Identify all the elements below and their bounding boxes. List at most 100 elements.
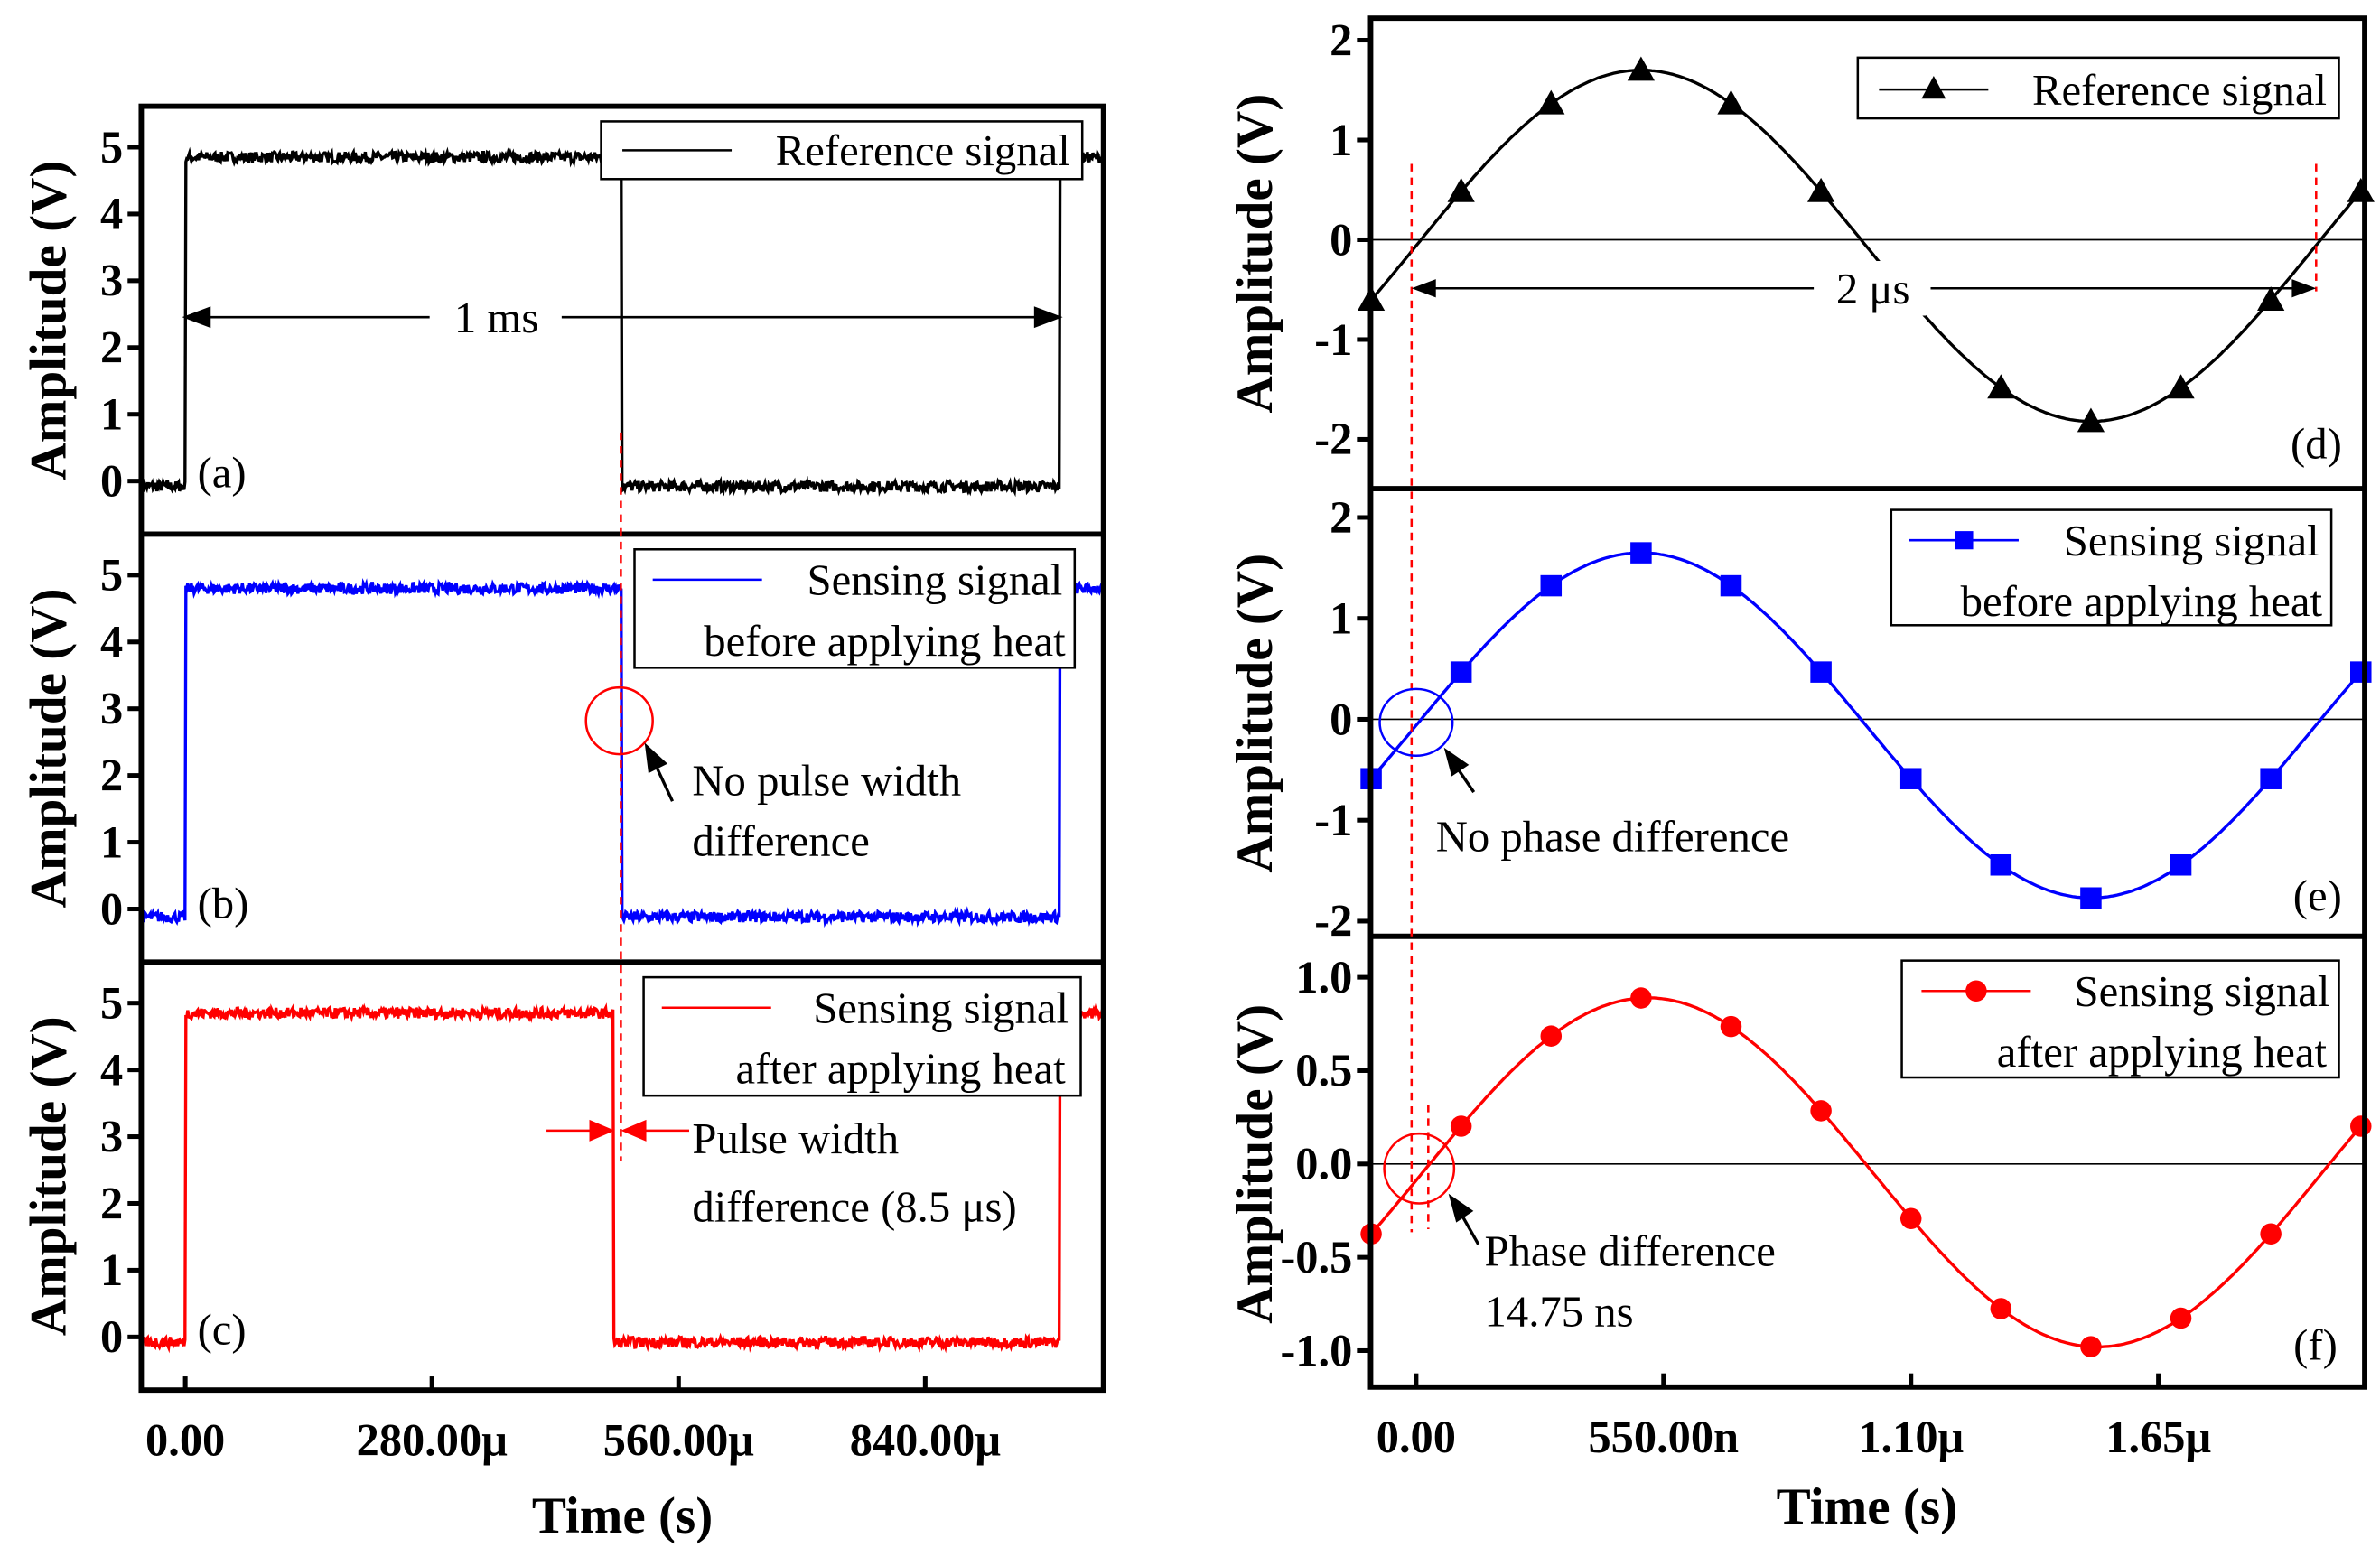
data-point <box>1630 542 1652 564</box>
y-tick-label: 4 <box>100 617 123 667</box>
triangle-marker-icon <box>1921 76 1946 99</box>
data-point <box>1990 853 2012 876</box>
no-difference-circle <box>584 685 654 756</box>
y-tick-label: 2 <box>1330 492 1352 543</box>
legend-label: Sensing signal <box>807 556 1062 605</box>
annotation-line: Pulse width <box>692 1114 899 1163</box>
data-point <box>2080 1336 2102 1357</box>
legend-e: Sensing signal before applying heat <box>1890 508 2333 627</box>
y-tick-label: 1 <box>100 1245 123 1295</box>
panel-letter: (e) <box>2293 872 2342 920</box>
arrow-icon <box>644 742 675 802</box>
x-tick-label: 1.65μ <box>2105 1412 2211 1462</box>
y-tick-label: 3 <box>100 1111 123 1161</box>
data-point <box>2257 286 2285 311</box>
annotation-line: difference <box>692 817 870 866</box>
x-tick-label: 280.00μ <box>357 1414 508 1465</box>
panel-a <box>141 146 1104 498</box>
data-point <box>1899 768 1922 789</box>
series-line <box>1370 68 2366 424</box>
period-arrow <box>182 306 1063 329</box>
legend-label: Reference signal <box>2032 66 2327 115</box>
data-point <box>2077 407 2105 433</box>
period-label: 2 μs <box>1836 265 1910 313</box>
data-point <box>1450 1115 1472 1137</box>
x-tick-label: 550.00n <box>1588 1412 1739 1462</box>
label-bg <box>433 291 562 347</box>
series-line <box>1370 996 2366 1348</box>
y-tick-label: 5 <box>100 977 123 1028</box>
data-point <box>2170 853 2192 876</box>
arrow-head-icon <box>2291 279 2317 298</box>
legend-a: Reference signal <box>600 120 1084 181</box>
legend-d: Reference signal <box>1856 56 2340 120</box>
legend-label: Sensing signal <box>2075 967 2330 1016</box>
y-tick-label: 0 <box>1330 214 1352 265</box>
data-point <box>2349 661 2372 683</box>
data-point <box>2167 374 2195 399</box>
x-tick-label: 0.00 <box>145 1414 225 1465</box>
x-axis-title-left: Time (s) <box>532 1487 713 1544</box>
data-point <box>2347 177 2375 202</box>
y-tick-label: 1 <box>100 389 123 440</box>
label-bg <box>1816 261 1927 316</box>
data-point <box>2349 1115 2372 1137</box>
annotation-line: difference (8.5 μs) <box>692 1183 1016 1232</box>
data-point <box>2080 887 2102 909</box>
panel-c <box>141 1002 1104 1354</box>
data-point <box>1899 1207 1922 1230</box>
y-tick-label: 2 <box>100 322 123 373</box>
data-point <box>1537 89 1565 115</box>
y-tick-label: -1 <box>1314 795 1352 845</box>
y-tick-label: -1 <box>1314 314 1352 365</box>
y-axis-title: Amplitude (V) <box>1227 94 1283 414</box>
phase-difference-circle <box>1383 1132 1456 1205</box>
y-tick-label: 2 <box>1330 14 1352 65</box>
y-axis-title: Amplitude (V) <box>1227 1004 1283 1324</box>
y-tick-label: -1.0 <box>1281 1325 1353 1375</box>
data-point <box>1987 374 2015 399</box>
data-point <box>1806 177 1835 202</box>
panel-b <box>141 578 1104 928</box>
series-line <box>141 1002 1104 1354</box>
annotation-line: 14.75 ns <box>1484 1288 1633 1337</box>
y-tick-label: 0 <box>1330 694 1352 744</box>
annotation-line: No phase difference <box>1436 813 1789 862</box>
legend-label: before applying heat <box>1961 577 2323 626</box>
y-tick-label: 4 <box>100 189 123 239</box>
y-tick-label: 1 <box>1330 115 1352 165</box>
y-axis-title: Amplitude (V) <box>20 588 77 908</box>
y-tick-label: -2 <box>1314 414 1352 464</box>
y-tick-label: 0.5 <box>1295 1045 1352 1095</box>
y-tick-label: 5 <box>100 122 123 172</box>
annotation-line: No pulse width <box>692 756 961 805</box>
x-tick-label: 840.00μ <box>850 1414 1001 1465</box>
circle-marker-icon <box>1965 980 1987 1002</box>
y-tick-label: 3 <box>100 256 123 306</box>
panel-letter: (d) <box>2291 419 2342 468</box>
guide-lines <box>620 163 2318 1233</box>
y-tick-label: 0 <box>100 883 123 934</box>
y-axis-title: Amplitude (V) <box>20 1016 77 1336</box>
y-axis-title: Amplitude (V) <box>1227 554 1283 873</box>
y-tick-label: 2 <box>100 1178 123 1228</box>
x-tick-label: 560.00μ <box>603 1414 754 1465</box>
tick-layer: 0 1 2 3 4 5 Amplitude (V) 0 1 2 3 4 5 Amplitude (V) 0 1… <box>20 14 2317 1465</box>
data-point <box>1540 1025 1563 1047</box>
panel-letter: (f) <box>2293 1321 2338 1370</box>
y-tick-label: -2 <box>1314 896 1352 946</box>
y-tick-label: 0 <box>100 1311 123 1362</box>
series-line <box>1370 551 2366 900</box>
data-point <box>1450 661 1472 683</box>
data-point <box>2260 1223 2282 1245</box>
legend-label: after applying heat <box>1997 1028 2328 1077</box>
legend-label: after applying heat <box>735 1045 1066 1094</box>
right-plot-frame <box>1367 15 2368 1390</box>
legend-b: Sensing signal before applying heat <box>633 548 1077 669</box>
y-tick-label: 1 <box>100 816 123 867</box>
y-tick-label: 5 <box>100 550 123 601</box>
no-phase-circle <box>1378 687 1454 758</box>
data-point <box>1627 56 1656 81</box>
panel-letter: (b) <box>198 880 249 928</box>
